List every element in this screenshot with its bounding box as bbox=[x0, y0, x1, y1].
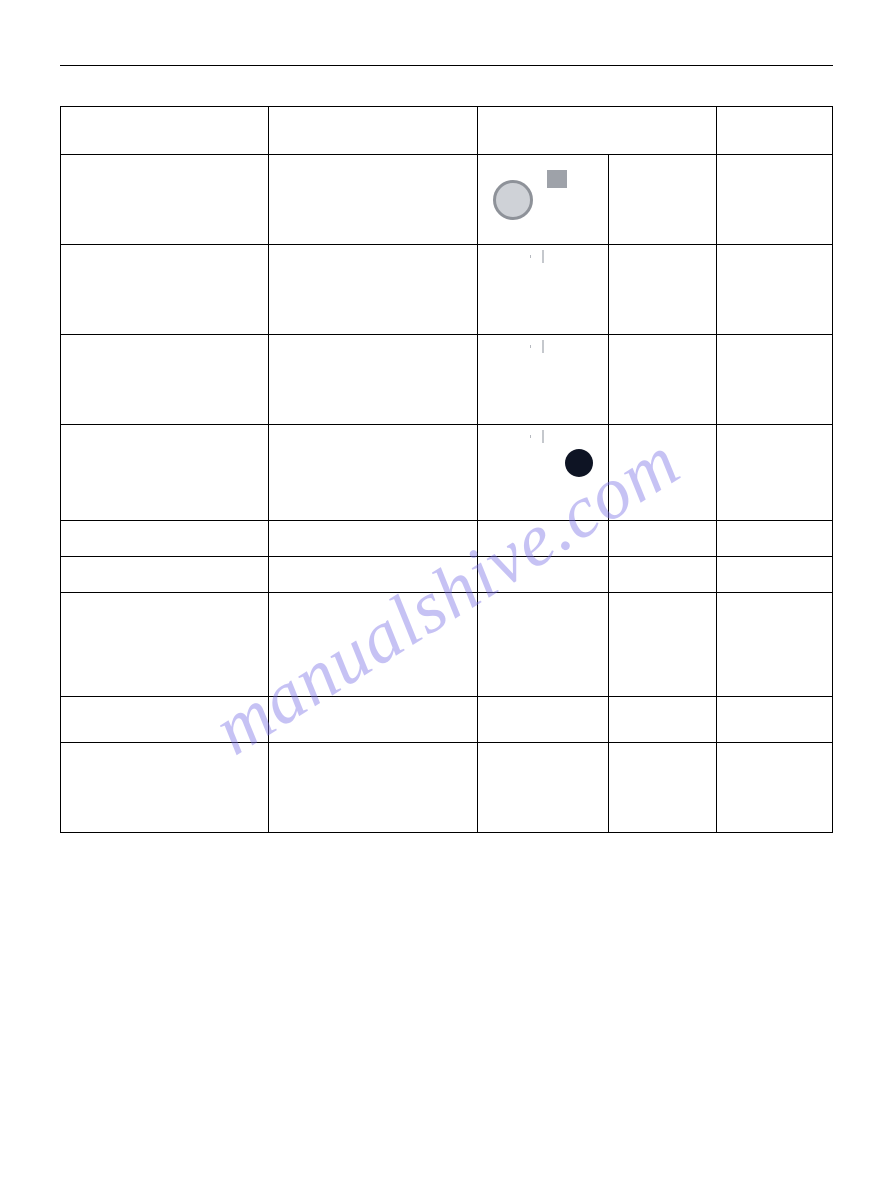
cell-part bbox=[269, 155, 477, 245]
cell-part bbox=[269, 335, 477, 425]
cell-note bbox=[717, 155, 833, 245]
cell-image bbox=[477, 335, 608, 425]
cell-desc bbox=[61, 697, 269, 743]
cell-part bbox=[269, 593, 477, 697]
cell-part bbox=[269, 425, 477, 521]
cell-qty bbox=[609, 557, 717, 593]
header-cell bbox=[61, 107, 269, 155]
cell-image bbox=[477, 743, 608, 833]
header-cell bbox=[477, 107, 716, 155]
cell-qty bbox=[609, 155, 717, 245]
cell-note bbox=[717, 335, 833, 425]
table-row bbox=[61, 697, 833, 743]
cell-desc bbox=[61, 425, 269, 521]
cell-qty bbox=[609, 521, 717, 557]
cell-part bbox=[269, 743, 477, 833]
cell-qty bbox=[609, 425, 717, 521]
cell-note bbox=[717, 521, 833, 557]
header-rule bbox=[60, 48, 833, 66]
cell-note bbox=[717, 743, 833, 833]
cell-qty bbox=[609, 697, 717, 743]
cell-image bbox=[477, 557, 608, 593]
cell-image bbox=[477, 245, 608, 335]
cell-note bbox=[717, 593, 833, 697]
table-row bbox=[61, 425, 833, 521]
cell-part bbox=[269, 557, 477, 593]
cell-qty bbox=[609, 743, 717, 833]
cell-desc bbox=[61, 521, 269, 557]
panel-hole-icon bbox=[542, 431, 544, 442]
cell-part bbox=[269, 245, 477, 335]
cell-image bbox=[477, 521, 608, 557]
cell-desc bbox=[61, 593, 269, 697]
cell-desc bbox=[61, 335, 269, 425]
cell-qty bbox=[609, 335, 717, 425]
cell-qty bbox=[609, 593, 717, 697]
cell-image bbox=[477, 697, 608, 743]
parts-table-body bbox=[61, 107, 833, 833]
cell-desc bbox=[61, 557, 269, 593]
cell-image bbox=[477, 425, 608, 521]
table-row bbox=[61, 743, 833, 833]
cell-part bbox=[269, 697, 477, 743]
parts-table bbox=[60, 106, 833, 833]
table-row bbox=[61, 335, 833, 425]
cell-note bbox=[717, 245, 833, 335]
table-row bbox=[61, 245, 833, 335]
cell-image bbox=[477, 155, 608, 245]
cell-part bbox=[269, 521, 477, 557]
header-cell bbox=[269, 107, 477, 155]
table-row bbox=[61, 521, 833, 557]
cell-desc bbox=[61, 155, 269, 245]
cell-note bbox=[717, 557, 833, 593]
table-header-row bbox=[61, 107, 833, 155]
cell-qty bbox=[609, 245, 717, 335]
table-row bbox=[61, 557, 833, 593]
cell-note bbox=[717, 425, 833, 521]
cell-desc bbox=[61, 245, 269, 335]
table-row bbox=[61, 593, 833, 697]
panel-icon bbox=[542, 341, 544, 352]
table-row bbox=[61, 155, 833, 245]
cell-desc bbox=[61, 743, 269, 833]
page: manualshive.com bbox=[0, 0, 893, 1191]
panel-icon bbox=[542, 251, 544, 262]
header-cell bbox=[717, 107, 833, 155]
cell-note bbox=[717, 697, 833, 743]
cell-image bbox=[477, 593, 608, 697]
